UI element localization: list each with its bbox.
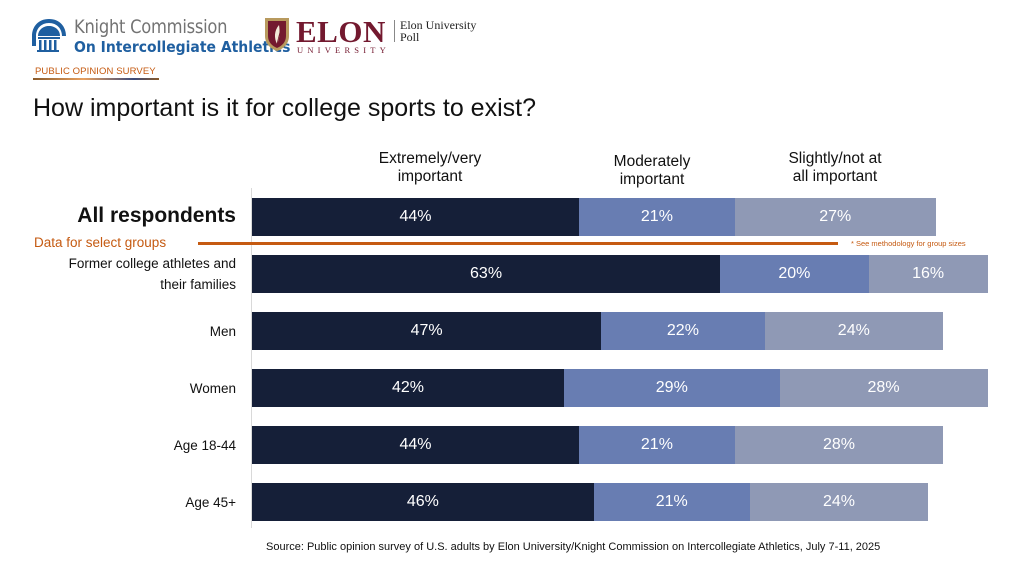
data-label: 20% <box>778 265 811 282</box>
legend-slightly-not-line1: Slightly/not at <box>788 150 882 167</box>
survey-tag: PUBLIC OPINION SURVEY <box>35 66 156 77</box>
knight-commission-logo: Knight Commission On Intercollegiate Ath… <box>30 16 290 58</box>
elon-wordmark: ELON <box>296 14 386 49</box>
data-label: 24% <box>822 493 855 510</box>
bar-segment-extremely-very: 44% <box>252 198 579 236</box>
data-label: 16% <box>912 265 945 282</box>
knight-commission-subtitle: On Intercollegiate Athletics <box>74 38 291 56</box>
legend-extremely-very: Extremely/very important <box>355 150 505 186</box>
legend-slightly-not: Slightly/not at all important <box>765 150 905 186</box>
bar-segment-extremely-very: 47% <box>252 312 602 350</box>
bar-segment-slightly-not: 16% <box>868 255 988 293</box>
bar-segment-slightly-not: 28% <box>734 426 943 464</box>
legend-moderately-line2: important <box>619 171 685 188</box>
data-label: 28% <box>822 436 855 453</box>
data-label: 21% <box>655 493 688 510</box>
data-label: 63% <box>470 265 503 282</box>
logo-separator <box>394 20 395 42</box>
bar-segment-extremely-very: 44% <box>252 426 579 464</box>
data-label: 28% <box>867 379 900 396</box>
data-label: 21% <box>640 208 673 225</box>
bar-segment-moderately: 21% <box>578 198 735 236</box>
knight-commission-dome-icon <box>32 19 66 52</box>
row-label: Former college athletes and their familie… <box>69 253 236 295</box>
legend-moderately-line1: Moderately <box>613 153 691 170</box>
select-groups-label: Data for select groups <box>34 235 167 250</box>
row-label-line: Age 45+ <box>185 494 236 510</box>
legend-extremely-very-line2: important <box>397 168 463 185</box>
bar-segment-moderately: 29% <box>564 369 780 407</box>
legend-slightly-not-line2: all important <box>792 168 878 185</box>
elon-university-label: UNIVERSITY <box>297 45 390 55</box>
data-label: 44% <box>399 436 432 453</box>
elon-poll-line1: Elon University <box>400 18 477 32</box>
elon-poll-line2: Poll <box>400 30 420 44</box>
row-label-line: their families <box>160 277 236 292</box>
bar-segment-slightly-not: 27% <box>734 198 936 236</box>
bar-segment-moderately: 22% <box>601 312 765 350</box>
data-label: 27% <box>819 208 852 225</box>
bar-segment-moderately: 21% <box>593 483 750 521</box>
bar-segment-extremely-very: 63% <box>252 255 721 293</box>
row-label: Men <box>210 321 236 342</box>
row-label-line: Former college athletes and <box>68 256 236 271</box>
data-label: 29% <box>655 379 688 396</box>
bar-segment-slightly-not: 24% <box>749 483 929 521</box>
data-label: 46% <box>406 493 439 510</box>
row-label: Age 45+ <box>185 492 236 513</box>
data-label: 21% <box>640 436 673 453</box>
row-label-line: All respondents <box>77 204 236 227</box>
source-note: Source: Public opinion survey of U.S. ad… <box>266 541 881 553</box>
legend-extremely-very-line1: Extremely/very <box>378 150 482 167</box>
knight-commission-name: Knight Commission <box>74 16 228 38</box>
data-label: 44% <box>399 208 432 225</box>
row-label: Women <box>190 378 236 399</box>
survey-tag-underline <box>33 78 159 80</box>
row-label-line: Age 18-44 <box>173 437 236 453</box>
data-label: 24% <box>837 322 870 339</box>
methodology-note: * See methodology for group sizes <box>851 239 966 248</box>
legend-moderately: Moderately important <box>587 153 717 189</box>
row-label-line: Men <box>209 323 236 339</box>
row-label: All respondents <box>77 204 236 228</box>
bar-segment-slightly-not: 24% <box>764 312 943 350</box>
y-axis-line <box>251 188 252 528</box>
bar-segment-extremely-very: 46% <box>252 483 594 521</box>
bar-segment-moderately: 21% <box>578 426 735 464</box>
select-groups-divider <box>198 242 838 245</box>
bar-segment-slightly-not: 28% <box>779 369 988 407</box>
elon-university-logo: ELON UNIVERSITY Elon University Poll <box>264 14 504 58</box>
data-label: 42% <box>392 379 425 396</box>
row-label-line: Women <box>189 380 236 396</box>
data-label: 22% <box>666 322 699 339</box>
row-label: Age 18-44 <box>174 435 236 456</box>
chart-title: How important is it for college sports t… <box>33 94 536 122</box>
data-label: 47% <box>410 322 443 339</box>
bar-segment-extremely-very: 42% <box>252 369 565 407</box>
elon-shield-icon <box>265 18 289 51</box>
bar-segment-moderately: 20% <box>720 255 869 293</box>
